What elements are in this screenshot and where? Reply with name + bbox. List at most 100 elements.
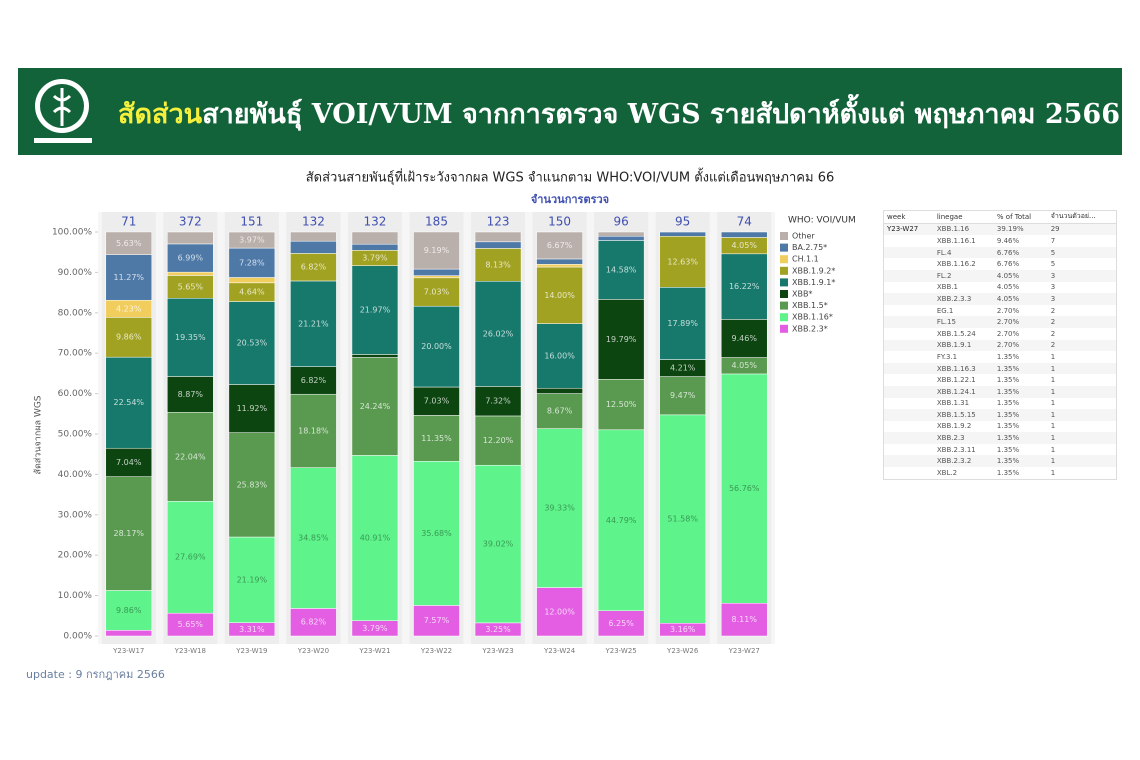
- table-cell: 1: [1047, 385, 1116, 398]
- table-cell: 4.05%: [996, 283, 1020, 292]
- table-cell: XBB.2.3.2: [933, 455, 994, 468]
- week-cell: [884, 374, 934, 386]
- value-label: 7.03%: [424, 397, 450, 406]
- value-label: 8.11%: [732, 615, 758, 624]
- value-label: 39.33%: [544, 504, 575, 513]
- week-cell: [884, 246, 934, 259]
- count-label: 123: [487, 215, 510, 229]
- table-cell: 7: [1050, 236, 1056, 245]
- bar-segment: [167, 231, 214, 245]
- x-tick-label: Y23-W21: [358, 647, 390, 655]
- table-cell: 6.76%: [996, 260, 1020, 269]
- table-cell: 1: [1050, 445, 1056, 454]
- week-cell: [884, 235, 934, 247]
- table-row: Y23-W27 XBB.1.16 39.19% 29: [884, 223, 1116, 236]
- table-cell: 2: [1047, 316, 1116, 328]
- value-label: 34.85%: [298, 534, 329, 543]
- legend-swatch: [780, 255, 788, 264]
- value-label: 19.35%: [175, 333, 206, 342]
- table-cell: 2.70%: [996, 329, 1020, 338]
- legend-label: XBB.1.16*: [792, 313, 833, 322]
- value-label: 24.24%: [360, 402, 391, 411]
- value-label: 9.19%: [424, 246, 450, 255]
- table-cell: XBB.1.5.15: [933, 409, 994, 421]
- legend-label: XBB.2.3*: [792, 324, 828, 333]
- week-cell: [884, 282, 934, 294]
- value-label: 7.04%: [116, 458, 142, 467]
- value-label: 6.99%: [178, 254, 204, 263]
- table-cell: XBB.1.16.3: [933, 362, 994, 375]
- bar-segment: [105, 231, 153, 255]
- bar-segment: [659, 236, 706, 288]
- table-cell: 3: [1047, 269, 1116, 282]
- table-cell: 2: [1050, 329, 1056, 338]
- table-cell: 1.35%: [993, 409, 1048, 421]
- table-cell: XBB.2.3.11: [936, 445, 976, 454]
- value-label: 3.97%: [239, 236, 265, 245]
- value-label: 25.83%: [237, 480, 268, 489]
- legend-label: XBB*: [792, 290, 812, 299]
- x-tick-label: Y23-W25: [605, 647, 637, 655]
- count-label: 185: [425, 215, 448, 229]
- y-tick-label: 70.00%: [58, 349, 93, 359]
- bar-segment: [105, 476, 153, 591]
- table-row: XBB.1.9.1 2.70% 2: [884, 339, 1116, 352]
- legend-swatch: [780, 232, 788, 240]
- bar-segment: [597, 231, 645, 237]
- value-label: 22.04%: [175, 452, 206, 461]
- table-row: EG.1 2.70% 2: [884, 305, 1116, 317]
- bar-segment: [105, 356, 153, 449]
- value-label: 3.31%: [239, 625, 265, 634]
- week-cell: [884, 305, 934, 317]
- table-row: XBB.1.5.15 1.35% 1: [884, 409, 1116, 421]
- bar-segment: [290, 231, 337, 242]
- value-label: 18.18%: [298, 426, 329, 435]
- value-label: 9.86%: [116, 606, 142, 615]
- table-cell: 9.46%: [996, 236, 1020, 245]
- value-label: 40.91%: [360, 534, 391, 543]
- bar-segment: [720, 231, 768, 238]
- bar-segment: [659, 414, 706, 624]
- y-tick-label: 80.00%: [58, 308, 93, 318]
- footer: update : 9 กรกฎาคม 2566: [26, 668, 165, 681]
- counts-label: จำนวนการตรวจ: [531, 193, 609, 206]
- y-tick-label: 10.00%: [58, 591, 93, 601]
- value-label: 6.82%: [301, 618, 327, 627]
- legend-swatch: [780, 278, 788, 287]
- table-cell: 1.35%: [996, 399, 1020, 408]
- legend-swatch: [780, 290, 788, 298]
- value-label: 5.65%: [178, 620, 204, 629]
- bar-segment: [536, 258, 583, 265]
- table-cell: FL.2: [933, 269, 994, 282]
- column-header: linegae: [933, 211, 994, 224]
- table-cell: 1: [1047, 409, 1116, 421]
- bar-segment: [659, 376, 706, 416]
- lineage-table: week linegae% of Total จำนวนตัวอย่... Y23-W…: [883, 210, 1117, 480]
- bar-segment: [105, 254, 153, 301]
- bar-segment: [167, 243, 214, 273]
- value-label: 21.19%: [237, 575, 268, 584]
- value-label: 5.65%: [178, 282, 204, 291]
- x-tick-label: Y23-W27: [728, 647, 760, 655]
- value-label: 11.35%: [421, 434, 452, 443]
- bar-segment: [474, 231, 522, 243]
- value-label: 3.79%: [362, 253, 388, 262]
- value-label: 6.25%: [608, 619, 634, 628]
- table-cell: 1: [1047, 455, 1116, 468]
- table-cell: XBB.1.24.1: [933, 385, 994, 398]
- value-label: 4.21%: [670, 364, 696, 373]
- value-label: 16.22%: [729, 282, 760, 291]
- bar-segment: [351, 354, 399, 358]
- bar-segment: [290, 467, 337, 609]
- value-label: 5.63%: [116, 239, 142, 248]
- bar-segment: [351, 265, 399, 355]
- table-cell: 5: [1047, 246, 1116, 259]
- table-cell: 1.35%: [996, 352, 1020, 361]
- table-row: XBL.2 1.35% 1: [884, 467, 1116, 479]
- value-label: 16.00%: [544, 351, 575, 360]
- table-cell: 1.35%: [996, 376, 1020, 385]
- bar-segment: [105, 447, 153, 477]
- bar-segment: [228, 536, 276, 623]
- value-label: 14.58%: [606, 265, 637, 274]
- bar-segment: [659, 231, 706, 237]
